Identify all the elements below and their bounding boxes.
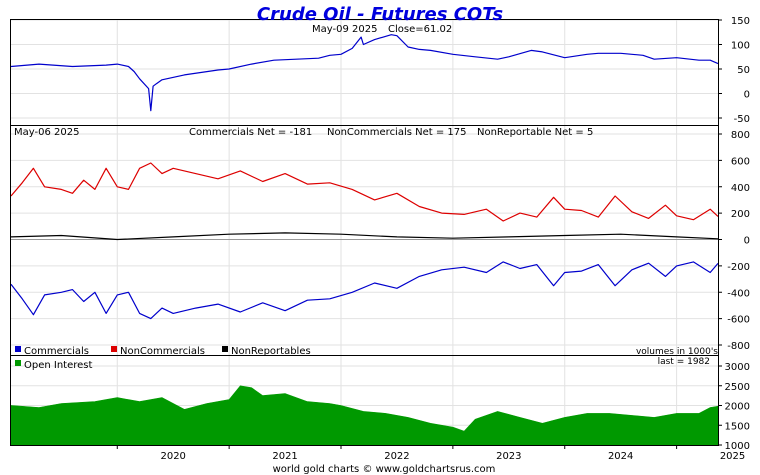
positions-y-tick-label: 600	[731, 156, 750, 167]
footer-credit: world gold charts © www.goldchartsrus.co…	[273, 464, 496, 475]
tick-layer: 2020 2021 2022 2023 2024 2025 150 100 50 0 -50 800 6…	[116, 16, 750, 462]
legend-swatch-commercials	[15, 346, 21, 352]
price-y-tick-label: 0	[744, 90, 750, 101]
x-tick-label: 2023	[496, 451, 521, 462]
price-y-tick-label: 50	[737, 65, 750, 76]
positions-y-tick-label: -800	[727, 341, 750, 352]
positions-y-tick-label: -200	[727, 262, 750, 273]
positions-y-tick-label: 800	[731, 130, 750, 141]
legend-commercials: Commercials	[24, 346, 89, 357]
positions-y-tick-label: -600	[727, 315, 750, 326]
price-date-label: May-09 2025	[312, 24, 377, 35]
grid-layer	[11, 19, 718, 446]
x-tick-label: 2025	[720, 451, 745, 462]
legend-swatch-noncommercials	[111, 346, 117, 352]
positions-y-tick-label: 400	[731, 183, 750, 194]
legend-nonreportables: NonReportables	[231, 346, 311, 357]
positions-y-tick-label: 200	[731, 209, 750, 220]
noncommercials-net-label: NonCommercials Net = 175	[327, 127, 467, 138]
x-tick-label: 2022	[384, 451, 409, 462]
open-interest-y-tick-label: 2000	[725, 402, 750, 413]
price-y-tick-label: 100	[731, 41, 750, 52]
positions-y-tick-label: 0	[744, 236, 750, 247]
x-tick-label: 2021	[272, 451, 297, 462]
units-note: volumes in 1000's	[636, 347, 718, 357]
open-interest-y-tick-label: 3000	[725, 362, 750, 373]
positions-series-nonreportables	[10, 232, 719, 241]
legend-open-interest: Open Interest	[24, 360, 93, 371]
price-close-label: Close=61.02	[388, 24, 452, 35]
nonreportable-net-label: NonReportable Net = 5	[477, 127, 593, 138]
positions-series-commercials	[10, 261, 719, 320]
legend-swatch-nonreportables	[222, 346, 228, 352]
x-tick-label: 2024	[608, 451, 633, 462]
open-interest-y-tick-label: 1000	[725, 441, 750, 452]
open-interest-last: last = 1982	[658, 357, 710, 367]
open-interest-area	[10, 385, 719, 446]
legend-noncommercials: NonCommercials	[120, 346, 205, 357]
open-interest-y-tick-label: 2500	[725, 382, 750, 393]
series-layer	[10, 34, 719, 446]
open-interest-y-tick-label: 1500	[725, 421, 750, 432]
open-interest-panel-frame	[10, 355, 719, 446]
commercials-net-label: Commercials Net = -181	[189, 127, 312, 138]
chart-title: Crude Oil - Futures COTs	[257, 4, 503, 25]
positions-series-noncommercials	[10, 162, 719, 222]
positions-y-tick-label: -400	[727, 288, 750, 299]
price-y-tick-label: 150	[731, 16, 750, 27]
price-y-tick-label: -50	[734, 114, 750, 125]
positions-date-label: May-06 2025	[14, 127, 79, 138]
price-panel-frame	[10, 19, 719, 126]
price-series-close	[10, 34, 719, 112]
legend-swatch-open-interest	[15, 360, 21, 366]
x-tick-label: 2020	[160, 451, 185, 462]
